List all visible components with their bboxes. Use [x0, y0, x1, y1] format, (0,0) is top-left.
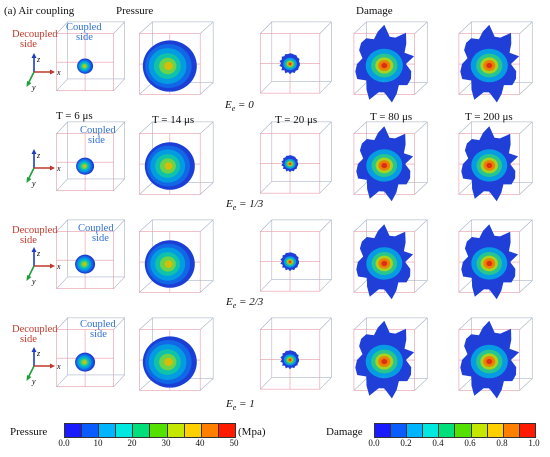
simulation-cell: [458, 21, 533, 103]
simulation-cell: [353, 21, 428, 103]
colorbar-tick-label: 40: [195, 438, 205, 448]
simulation-cell: [353, 121, 428, 202]
svg-text:z: z: [36, 249, 41, 258]
svg-text:y: y: [31, 277, 36, 286]
simulation-cell: [139, 21, 214, 95]
colorbar-tick-label: 50: [229, 438, 239, 448]
colorbar-swatch: [391, 424, 408, 437]
decoupled-side-label: Decoupled side: [12, 29, 58, 50]
colorbar-swatch: [519, 424, 535, 437]
colorbar-swatch: [471, 424, 488, 437]
colorbar-swatch: [116, 424, 134, 437]
colorbar-swatch: [184, 424, 202, 437]
simulation-cell: [139, 219, 214, 293]
axis-triad: z x y: [26, 149, 61, 188]
colorbar-swatch: [65, 424, 83, 437]
colorbar-tick-label: 1.0: [528, 438, 540, 448]
simulation-cell: [56, 219, 125, 289]
simulation-cell: [353, 219, 428, 300]
colorbar-tick-label: 0.8: [496, 438, 508, 448]
svg-text:x: x: [56, 362, 61, 371]
colorbar-tick-label: 0.2: [400, 438, 412, 448]
svg-text:y: y: [31, 377, 36, 386]
colorbar-swatch: [423, 424, 440, 437]
axis-x-label: x: [56, 68, 61, 77]
svg-text:z: z: [36, 151, 41, 160]
colorbar-tick-label: 0.0: [58, 438, 70, 448]
colorbar-tick-label: 20: [127, 438, 137, 448]
colorbar-tick-label: 0.0: [368, 438, 380, 448]
colorbar-swatch: [82, 424, 100, 437]
axis-triad: z x y: [26, 53, 61, 92]
colorbar-swatch: [133, 424, 151, 437]
svg-text:x: x: [56, 262, 61, 271]
svg-text:x: x: [56, 164, 61, 173]
time-label-80: T = 80 μs: [370, 111, 413, 123]
simulation-cell: [259, 121, 332, 194]
simulation-cell: [56, 21, 125, 91]
ee-label-1: Ee = 1: [226, 398, 255, 413]
simulation-cell: [458, 121, 533, 202]
pressure-colorbar-title: Pressure: [10, 426, 48, 438]
colorbar-swatch: [99, 424, 117, 437]
simulation-cell: [353, 317, 428, 399]
pressure-colorbar: [64, 423, 236, 438]
time-label-200: T = 200 μs: [465, 111, 513, 123]
coupled-side-label: Coupled side: [80, 319, 116, 340]
simulation-cell: [139, 121, 214, 195]
svg-text:z: z: [36, 349, 41, 358]
colorbar-tick-label: 30: [161, 438, 171, 448]
colorbar-swatch: [407, 424, 424, 437]
colorbar-swatch: [375, 424, 392, 437]
colorbar-swatch: [167, 424, 185, 437]
ee-label-0: Ee = 0: [225, 99, 254, 114]
damage-colorbar: [374, 423, 536, 438]
simulation-cell: [56, 121, 125, 191]
colorbar-swatch: [218, 424, 235, 437]
simulation-cell: [259, 219, 332, 292]
ee-label-2-3: Ee = 2/3: [226, 296, 264, 311]
axis-y-label: y: [31, 83, 36, 92]
colorbar-swatch: [503, 424, 520, 437]
colorbar-swatch: [439, 424, 456, 437]
coupled-side-label: Coupled side: [66, 22, 102, 43]
time-label-20: T = 20 μs: [275, 114, 318, 126]
simulation-cell: [259, 317, 332, 390]
simulation-cell: [458, 219, 533, 300]
coupled-side-label: Coupled side: [78, 223, 114, 244]
time-label-14: T = 14 μs: [152, 114, 195, 126]
colorbar-swatch: [201, 424, 219, 437]
simulation-cell: [458, 317, 533, 399]
colorbar-tick-label: 10: [93, 438, 103, 448]
axis-triad: z x y: [26, 347, 61, 386]
svg-text:y: y: [31, 179, 36, 188]
pressure-unit: (Mpa): [238, 426, 266, 438]
colorbar-tick-label: 0.4: [432, 438, 444, 448]
colorbar-swatch: [455, 424, 472, 437]
time-label-6: T = 6 μs: [56, 110, 93, 122]
panel-label: (a) Air coupling: [4, 5, 75, 17]
colorbar-swatch: [150, 424, 168, 437]
decoupled-side-label: Decoupled side: [12, 324, 58, 345]
ee-label-1-3: Ee = 1/3: [226, 198, 264, 213]
axis-triad: z x y: [26, 247, 61, 286]
pressure-header: Pressure: [116, 5, 154, 17]
axis-z-label: z: [36, 55, 41, 64]
colorbar-swatch: [487, 424, 504, 437]
colorbar-tick-label: 0.6: [464, 438, 476, 448]
damage-header: Damage: [356, 5, 393, 17]
simulation-cell: [259, 21, 332, 94]
damage-colorbar-title: Damage: [326, 426, 363, 438]
coupled-side-label: Coupled side: [80, 125, 116, 146]
decoupled-side-label: Decoupled side: [12, 225, 58, 246]
simulation-cell: [56, 317, 125, 387]
simulation-cell: [139, 317, 214, 391]
